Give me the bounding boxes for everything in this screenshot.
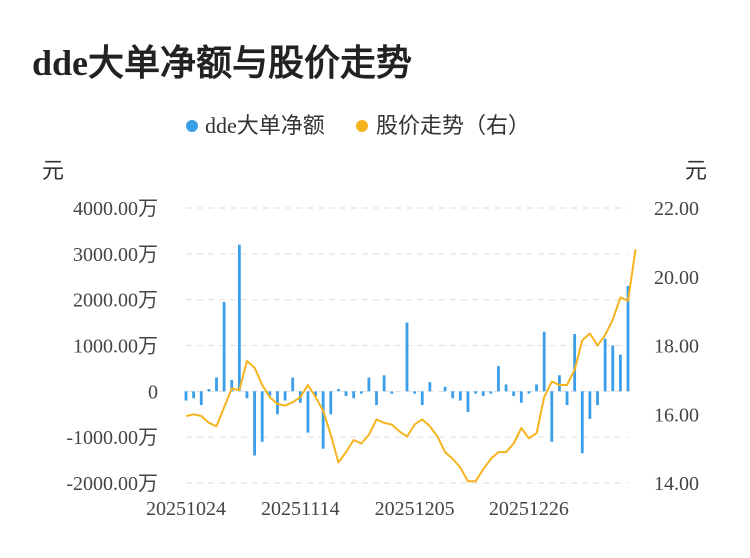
dde-bar[interactable] <box>550 391 554 442</box>
dde-bar[interactable] <box>504 384 508 392</box>
dde-bar[interactable] <box>291 377 295 392</box>
legend-label-price: 股价走势（右） <box>376 113 530 138</box>
dde-bar[interactable] <box>352 391 356 399</box>
dde-bar[interactable] <box>245 391 249 399</box>
dde-bar[interactable] <box>451 391 455 399</box>
dde-bar[interactable] <box>390 391 394 394</box>
dde-bar[interactable] <box>199 391 203 406</box>
dde-bar[interactable] <box>306 391 310 433</box>
dde-bar[interactable] <box>443 386 447 392</box>
right-axis-unit: 元 <box>685 158 707 183</box>
dde-bar[interactable] <box>344 391 348 396</box>
dde-bar[interactable] <box>184 391 188 401</box>
dde-bar[interactable] <box>565 391 569 406</box>
dde-bar[interactable] <box>253 391 256 456</box>
right-tick-label: 16.00 <box>654 404 699 426</box>
dde-bar[interactable] <box>458 391 462 401</box>
right-axis-ticks: 22.00 20.00 18.00 16.00 14.00 <box>654 198 699 495</box>
dde-bar[interactable] <box>222 301 226 392</box>
dde-bar[interactable] <box>481 391 485 396</box>
left-tick-label: 1000.00万 <box>73 336 158 358</box>
dde-bar[interactable] <box>329 391 333 415</box>
x-tick-label: 20251024 <box>146 498 226 520</box>
left-tick-label: -1000.00万 <box>66 427 158 449</box>
x-axis-ticks: 20251024 20251114 20251205 20251226 <box>146 498 569 520</box>
dde-bar[interactable] <box>268 391 272 396</box>
dde-bars <box>184 244 630 456</box>
dde-bar[interactable] <box>573 334 577 392</box>
dde-bar[interactable] <box>405 322 409 392</box>
price-line-layer <box>185 249 637 483</box>
dde-bar[interactable] <box>527 391 531 394</box>
dde-bar[interactable] <box>626 285 630 392</box>
legend-marker-dde <box>186 120 198 132</box>
price-line[interactable] <box>185 249 637 483</box>
dde-bar[interactable] <box>192 391 196 399</box>
legend[interactable]: dde大单净额 股价走势（右） <box>186 113 530 138</box>
right-tick-label: 14.00 <box>654 473 699 495</box>
left-tick-label: -2000.00万 <box>66 473 158 495</box>
right-tick-label: 20.00 <box>654 267 699 289</box>
dde-bar[interactable] <box>588 391 592 419</box>
left-tick-label: 2000.00万 <box>73 290 158 312</box>
dde-bar[interactable] <box>375 391 378 406</box>
dde-bar[interactable] <box>413 391 417 394</box>
dde-bar[interactable] <box>207 389 211 392</box>
dde-bar[interactable] <box>314 391 317 396</box>
x-tick-label: 20251226 <box>489 498 569 520</box>
dde-bar[interactable] <box>321 391 325 449</box>
dde-bar[interactable] <box>420 391 424 406</box>
dde-bar[interactable] <box>596 391 599 406</box>
right-tick-label: 22.00 <box>654 198 699 220</box>
dde-bar[interactable] <box>474 391 477 394</box>
dde-bar[interactable] <box>512 391 516 396</box>
left-tick-label: 3000.00万 <box>73 244 158 266</box>
left-tick-label: 4000.00万 <box>73 198 158 220</box>
dde-bar[interactable] <box>489 391 493 394</box>
left-axis-unit: 元 <box>42 158 64 183</box>
dde-bar[interactable] <box>542 331 546 392</box>
dde-bar[interactable] <box>497 366 500 392</box>
dde-bar[interactable] <box>215 377 218 392</box>
dde-bar[interactable] <box>367 377 371 392</box>
dde-bar[interactable] <box>237 244 241 392</box>
page-title: dde大单净额与股价走势 <box>32 43 413 83</box>
dde-bar[interactable] <box>535 384 538 392</box>
legend-label-dde: dde大单净额 <box>205 113 325 138</box>
dde-bar[interactable] <box>558 375 561 392</box>
x-tick-label: 20251205 <box>375 498 455 520</box>
dde-bar[interactable] <box>603 338 607 392</box>
left-tick-label: 0 <box>148 381 158 403</box>
dde-bar[interactable] <box>519 391 523 403</box>
dde-bar[interactable] <box>466 391 470 412</box>
dde-bar[interactable] <box>283 391 287 401</box>
x-tick-label: 20251114 <box>261 498 340 520</box>
dde-bar[interactable] <box>618 354 622 392</box>
dde-bar[interactable] <box>260 391 264 442</box>
dde-bar[interactable] <box>428 382 432 392</box>
dde-bar[interactable] <box>359 391 363 394</box>
right-tick-label: 18.00 <box>654 336 699 358</box>
dde-bar[interactable] <box>382 375 386 392</box>
legend-marker-price <box>356 120 368 132</box>
left-axis-ticks: 4000.00万 3000.00万 2000.00万 1000.00万 0 -1000.0… <box>66 198 158 495</box>
dde-bar[interactable] <box>230 379 234 392</box>
dde-bar[interactable] <box>611 345 615 392</box>
dde-bar[interactable] <box>580 391 584 454</box>
dde-bar[interactable] <box>337 389 340 392</box>
